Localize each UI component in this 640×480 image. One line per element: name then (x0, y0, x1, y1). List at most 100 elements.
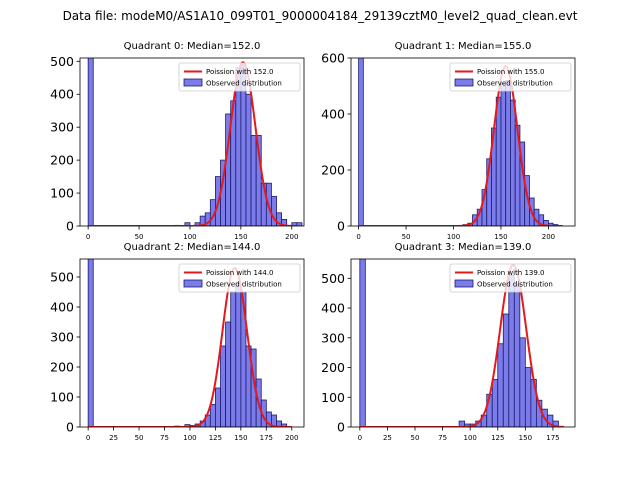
y-tick-label: 200 (321, 163, 345, 178)
histogram-bar (235, 282, 242, 427)
axes-frame (350, 258, 576, 428)
x-tick-label: 0 (86, 233, 90, 241)
legend: Poission with 144.0 Observed distribution (178, 263, 301, 293)
legend: Poission with 152.0 Observed distribution (178, 62, 301, 92)
axes-frame (350, 57, 576, 227)
y-tick-label: 200 (321, 360, 345, 375)
x-tick-label: 100 (183, 434, 196, 442)
histogram-bar (87, 58, 94, 226)
quadrant-panel-0: Quadrant 0: Median=152.00100200300400500… (50, 41, 305, 241)
histogram-bar (245, 93, 252, 226)
y-tick-label: 100 (50, 390, 74, 405)
y-tick-label: 0 (66, 219, 74, 234)
histogram-bar (513, 283, 521, 427)
y-tick-label: 400 (50, 300, 74, 315)
y-tick-label: 500 (321, 271, 345, 286)
x-tick-label: 0 (358, 434, 362, 442)
x-tick-label: 100 (183, 233, 196, 241)
legend-poisson-label: Poission with 139.0 (477, 269, 545, 277)
y-tick-label: 200 (50, 360, 74, 375)
x-tick-label: 100 (463, 434, 476, 442)
legend-observed-label: Observed distribution (206, 281, 282, 289)
panel-title: Quadrant 2: Median=144.0 (124, 242, 261, 253)
histogram-bar (230, 291, 237, 427)
histogram-bar (215, 387, 221, 427)
legend-box (449, 62, 572, 92)
x-tick-label: 50 (411, 434, 420, 442)
histogram-bar (505, 80, 511, 226)
legend-bar-swatch (183, 279, 203, 288)
y-tick-label: 300 (321, 330, 345, 345)
panel-title: Quadrant 3: Median=139.0 (395, 242, 532, 253)
histogram-bar (502, 313, 510, 427)
x-tick-label: 150 (234, 233, 247, 241)
x-tick-label: 175 (260, 434, 273, 442)
y-tick-label: 600 (321, 51, 345, 66)
histogram-bar (519, 337, 526, 427)
x-tick-label: 125 (209, 434, 222, 442)
x-tick-label: 175 (546, 434, 559, 442)
legend-box (178, 62, 301, 92)
x-tick-label: 25 (383, 434, 392, 442)
x-tick-label: 150 (494, 233, 507, 241)
y-tick-label: 0 (337, 420, 345, 435)
x-tick-label: 50 (135, 233, 144, 241)
histogram-bar (510, 99, 516, 226)
quadrant-panel-1: Quadrant 1: Median=155.0 0 200 400 600 0 50 100… (321, 41, 576, 241)
x-tick-label: 200 (542, 233, 555, 241)
figure-title: Data file: modeM0/AS1A10_099T01_90000041… (63, 9, 578, 23)
y-tick-label: 300 (50, 120, 74, 135)
x-tick-label: 200 (285, 434, 298, 442)
legend: Poission with 139.0 Observed distribution (449, 263, 572, 293)
y-tick-label: 500 (50, 54, 74, 69)
histogram-bar (220, 345, 227, 427)
y-tick-label: 300 (50, 330, 74, 345)
y-tick-label: 0 (337, 219, 345, 234)
histogram-bar (87, 259, 94, 427)
histogram-bar (235, 67, 242, 226)
histogram-bar (250, 135, 257, 226)
y-tick-label: 400 (321, 301, 345, 316)
y-tick-label: 400 (50, 87, 74, 102)
y-tick-label: 100 (321, 390, 345, 405)
histogram-bar (552, 420, 559, 427)
histogram-bar (524, 367, 532, 427)
x-tick-label: 0 (356, 233, 360, 241)
y-tick-label: 200 (50, 153, 74, 168)
legend-bar-swatch (183, 78, 203, 87)
histogram-bar (491, 379, 499, 427)
y-tick-label: 400 (321, 107, 345, 122)
legend-observed-label: Observed distribution (477, 80, 553, 88)
legend-bar-swatch (454, 279, 474, 288)
histogram-bars (358, 58, 559, 226)
x-tick-label: 125 (491, 434, 504, 442)
x-tick-label: 0 (86, 434, 90, 442)
x-tick-label: 75 (160, 434, 169, 442)
panel-title: Quadrant 1: Median=155.0 (395, 41, 532, 52)
histogram-bar (497, 343, 504, 427)
legend-poisson-label: Poission with 152.0 (206, 68, 274, 76)
x-tick-label: 50 (135, 434, 144, 442)
quadrant-panel-3: Quadrant 3: Median=139.00100200300400500… (321, 242, 576, 442)
legend-box (449, 263, 572, 293)
legend-observed-label: Observed distribution (206, 80, 282, 88)
x-tick-label: 25 (109, 434, 118, 442)
x-tick-label: 50 (402, 233, 411, 241)
axes-frame (79, 258, 305, 428)
legend: Poission with 155.0 Observed distribution (449, 62, 572, 92)
histogram-bar (508, 274, 515, 427)
histogram-bar (358, 58, 364, 226)
y-tick-label: 0 (66, 420, 74, 435)
y-tick-label: 500 (50, 270, 74, 285)
histogram-bar (184, 222, 191, 226)
x-tick-label: 100 (447, 233, 460, 241)
legend-box (178, 263, 301, 293)
histogram-bar (209, 404, 216, 427)
histogram-bar (500, 82, 507, 226)
y-tick-label: 100 (50, 186, 74, 201)
legend-poisson-label: Poission with 144.0 (206, 269, 274, 277)
histogram-bar (359, 259, 366, 427)
legend-bar-swatch (454, 78, 474, 87)
histogram-bar (495, 96, 502, 226)
